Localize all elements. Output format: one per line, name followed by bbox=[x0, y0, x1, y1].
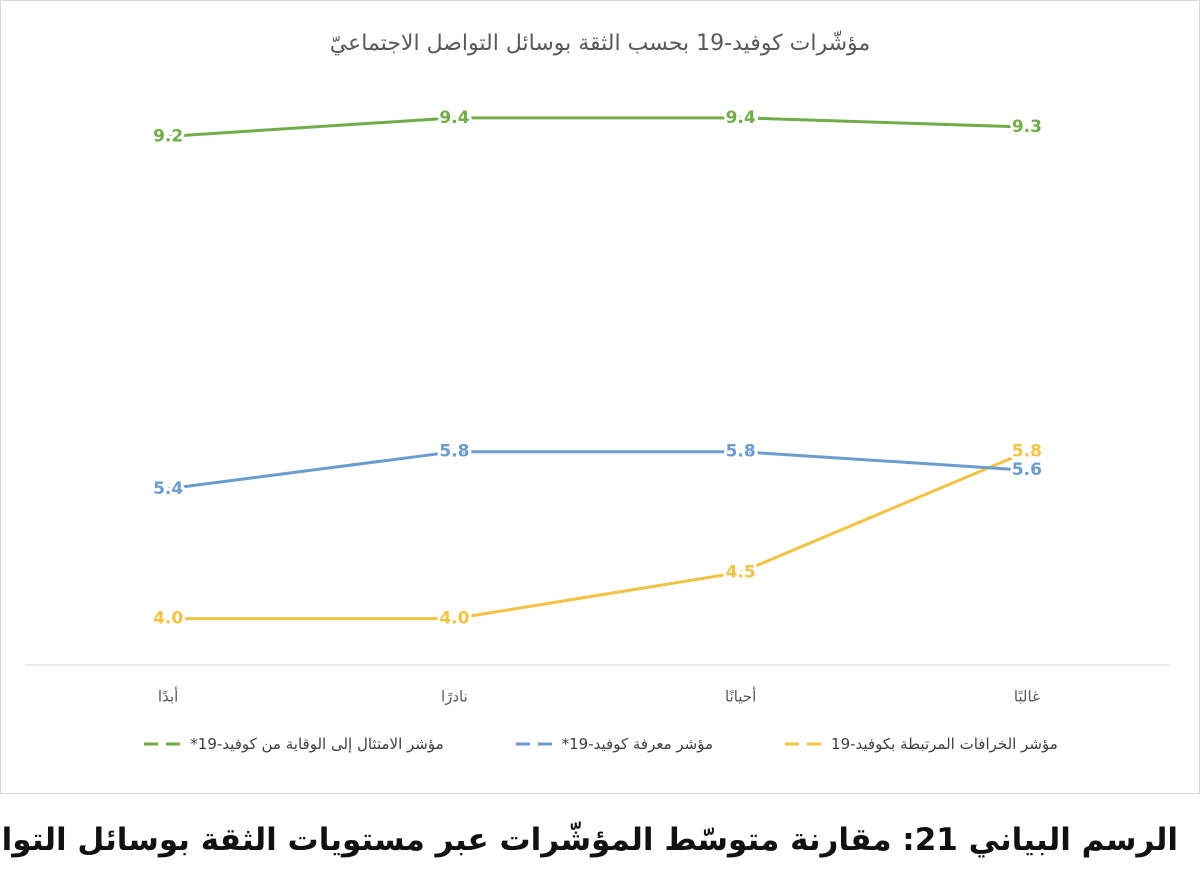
data-label: 9.3 bbox=[1012, 117, 1042, 137]
x-tick-label: نادرًا bbox=[441, 688, 468, 706]
chart: مؤشّرات كوفيد-19 بحسب الثقة بوسائل التوا… bbox=[25, 30, 1170, 706]
data-label: 4.0 bbox=[439, 609, 469, 629]
legend-item: مؤشر معرفة كوفيد-19* bbox=[514, 735, 713, 753]
series-line bbox=[167, 450, 1027, 491]
series-line bbox=[168, 116, 1027, 138]
chart-title: مؤشّرات كوفيد-19 بحسب الثقة بوسائل التوا… bbox=[330, 30, 870, 56]
data-label: 5.8 bbox=[1012, 442, 1042, 462]
legend-swatch bbox=[515, 742, 552, 746]
series-line bbox=[168, 450, 1028, 621]
x-tick-label: غالبًا bbox=[1014, 688, 1040, 706]
data-label: 9.2 bbox=[153, 126, 183, 146]
legend-label: مؤشر الخرافات المرتبطة بكوفيد-19 bbox=[831, 735, 1058, 753]
legend-item: مؤشر الامتثال إلى الوقاية من كوفيد-19* bbox=[142, 735, 444, 753]
data-label: 5.8 bbox=[726, 442, 756, 462]
data-label: 4.5 bbox=[726, 562, 756, 582]
legend: مؤشر الخرافات المرتبطة بكوفيد-19 مؤشر معر… bbox=[60, 735, 1140, 753]
x-tick-label: أبدًا bbox=[158, 687, 178, 706]
data-label: 5.6 bbox=[1012, 460, 1042, 480]
x-tick-label: أحيانًا bbox=[725, 687, 756, 706]
legend-label: مؤشر الامتثال إلى الوقاية من كوفيد-19* bbox=[190, 735, 444, 753]
data-label: 9.4 bbox=[439, 108, 469, 128]
caption: الرسم البياني 21: مقارنة متوسّط المؤشّرا… bbox=[0, 822, 1178, 858]
data-label: 5.8 bbox=[439, 442, 469, 462]
data-label: 4.0 bbox=[153, 609, 183, 629]
legend-item: مؤشر الخرافات المرتبطة بكوفيد-19 bbox=[783, 735, 1058, 753]
legend-label: مؤشر معرفة كوفيد-19* bbox=[561, 735, 714, 753]
legend-swatch bbox=[785, 742, 822, 746]
data-label: 9.4 bbox=[726, 108, 756, 128]
data-label: 5.4 bbox=[153, 479, 183, 499]
legend-swatch bbox=[144, 742, 181, 746]
